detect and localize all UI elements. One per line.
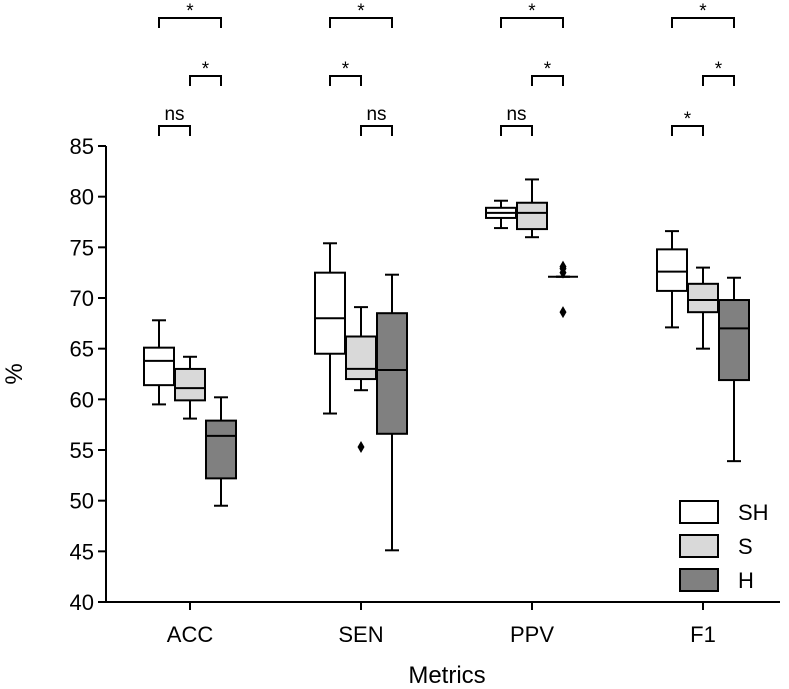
box-sh-sen: [314, 242, 346, 415]
outlier-point: [559, 306, 567, 319]
bracket-line: [329, 17, 393, 28]
legend-label: S: [738, 534, 753, 559]
box-sh-ppv: [485, 199, 517, 230]
legend-label: H: [738, 568, 754, 593]
significance-bracket: *: [531, 59, 564, 86]
box-sh-acc: [143, 319, 175, 406]
bracket-line: [702, 75, 735, 86]
box-h-ppv: [548, 260, 578, 319]
box-h-acc: [205, 396, 237, 507]
box-h-f1: [718, 276, 750, 463]
box-body: [687, 282, 719, 314]
box-s-f1: [687, 266, 719, 350]
y-tick-label: 55: [70, 438, 94, 463]
y-tick-label: 80: [70, 185, 94, 210]
box-body: [516, 201, 548, 231]
bracket-line: [500, 17, 564, 28]
significance-bracket: *: [500, 1, 564, 28]
box-body: [205, 419, 237, 480]
box-s-sen: [345, 306, 377, 453]
significance-bracket: *: [671, 1, 735, 28]
legend-label: SH: [738, 500, 769, 525]
significance-bracket: *: [189, 59, 222, 86]
legend-item-s: S: [679, 534, 753, 559]
significance-label: *: [699, 1, 707, 22]
box-body: [376, 312, 408, 435]
y-axis-title: %: [1, 363, 28, 384]
significance-label: *: [528, 1, 536, 22]
bracket-line: [158, 17, 222, 28]
legend: SH SH: [679, 500, 769, 593]
box-sh-f1: [656, 230, 688, 329]
bracket-line: [671, 125, 704, 136]
significance-label: *: [186, 1, 194, 22]
y-tick-label: 70: [70, 286, 94, 311]
box-h-sen: [376, 273, 408, 552]
significance-label: *: [342, 59, 350, 80]
box-body: [656, 248, 688, 292]
y-tick-label: 50: [70, 489, 94, 514]
box-body: [174, 367, 206, 402]
bracket-line: [360, 125, 393, 136]
significance-bracket: *: [329, 1, 393, 28]
legend-item-h: H: [679, 568, 754, 593]
box-body: [314, 271, 346, 355]
bracket-line: [158, 125, 191, 136]
significance-label: *: [544, 59, 552, 80]
box-s-acc: [174, 355, 206, 420]
legend-swatch: [679, 534, 719, 558]
significance-brackets: * * ns * * ns * * ns * * *: [158, 1, 735, 136]
legend-swatch: [679, 500, 719, 524]
significance-label: *: [684, 109, 692, 130]
significance-label: *: [357, 1, 365, 22]
significance-label: *: [202, 59, 210, 80]
x-axis-title: Metrics: [408, 662, 485, 689]
plot-area: [143, 178, 750, 552]
significance-label: *: [715, 59, 723, 80]
significance-bracket: *: [329, 59, 362, 86]
y-tick-label: 45: [70, 539, 94, 564]
legend-item-sh: SH: [679, 500, 769, 525]
significance-label: ns: [366, 104, 386, 125]
bracket-line: [531, 75, 564, 86]
bracket-line: [329, 75, 362, 86]
significance-label: ns: [506, 104, 526, 125]
axes: 40 45 50 55 60 65 70 75 80 85 ACC SEN PPV F1: [70, 134, 780, 647]
y-tick-label: 60: [70, 387, 94, 412]
y-tick-label: 40: [70, 590, 94, 615]
box-body: [143, 346, 175, 387]
box-body: [345, 335, 377, 381]
y-tick-label: 85: [70, 134, 94, 159]
box-body: [718, 299, 750, 382]
legend-swatch: [679, 568, 719, 592]
significance-bracket: *: [702, 59, 735, 86]
significance-bracket: ns: [360, 104, 393, 136]
significance-bracket: *: [671, 109, 704, 136]
bracket-line: [671, 17, 735, 28]
outlier-point: [559, 266, 567, 279]
box-s-ppv: [516, 178, 548, 239]
outlier-point: [357, 440, 365, 453]
x-tick-label: SEN: [338, 622, 383, 647]
significance-label: ns: [164, 104, 184, 125]
significance-bracket: ns: [500, 104, 533, 136]
y-tick-label: 75: [70, 235, 94, 260]
y-tick-label: 65: [70, 337, 94, 362]
x-tick-label: ACC: [167, 622, 214, 647]
x-tick-label: PPV: [510, 622, 554, 647]
bracket-line: [500, 125, 533, 136]
significance-bracket: *: [158, 1, 222, 28]
x-tick-label: F1: [690, 622, 716, 647]
bracket-line: [189, 75, 222, 86]
significance-bracket: ns: [158, 104, 191, 136]
